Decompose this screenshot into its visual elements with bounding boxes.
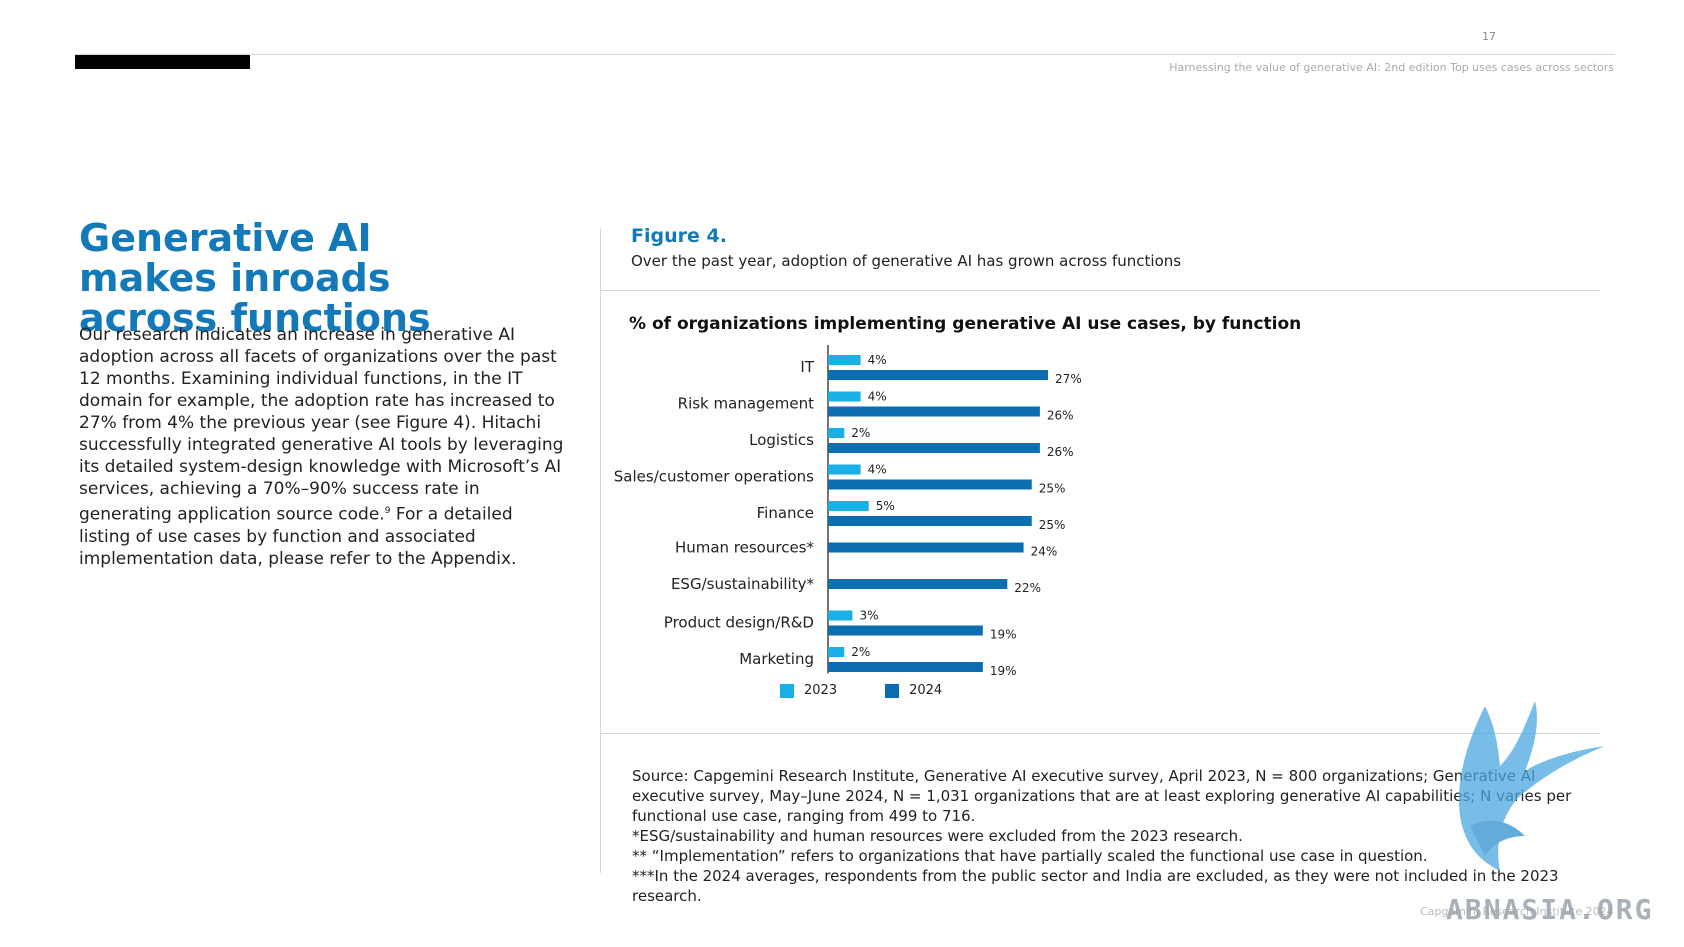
category-label: IT xyxy=(800,358,814,376)
running-title: Harnessing the value of generative AI: 2… xyxy=(1169,61,1614,74)
data-label-2024: 22% xyxy=(1014,581,1041,595)
category-label: Finance xyxy=(757,504,814,522)
header-block xyxy=(75,55,250,69)
data-label-2024: 26% xyxy=(1047,409,1074,423)
body-paragraph: Our research indicates an increase in ge… xyxy=(79,324,569,570)
data-label-2023: 4% xyxy=(868,463,887,477)
data-label-2024: 24% xyxy=(1031,545,1058,559)
bar-2024 xyxy=(828,662,983,672)
chart-legend: 2023 2024 xyxy=(780,683,942,698)
data-label-2023: 5% xyxy=(876,499,895,513)
bar-2024 xyxy=(828,443,1040,453)
category-label: ESG/sustainability* xyxy=(671,575,815,593)
source-note: ***In the 2024 averages, respondents fro… xyxy=(632,867,1559,905)
legend-item-2023: 2023 xyxy=(780,683,837,698)
figure-caption: Over the past year, adoption of generati… xyxy=(631,252,1182,270)
body-text-continued: For a detailed listing of use cases by f… xyxy=(79,504,517,569)
legend-label-2024: 2024 xyxy=(909,683,943,698)
bar-2023 xyxy=(828,647,845,657)
category-label: Risk management xyxy=(678,395,814,413)
watermark-text: ABNASIA.ORG xyxy=(1446,893,1654,926)
bird-logo-icon xyxy=(1459,701,1605,871)
data-label-2024: 19% xyxy=(990,664,1017,678)
section-title: Generative AI makes inroads across funct… xyxy=(79,216,431,340)
bar-2024 xyxy=(828,625,983,636)
source-note: ** “Implementation” refers to organizati… xyxy=(632,847,1428,865)
bar-2024 xyxy=(828,479,1032,490)
body-text: Our research indicates an increase in ge… xyxy=(79,325,564,525)
data-label-2024: 26% xyxy=(1047,445,1074,459)
column-divider xyxy=(600,228,601,873)
data-label-2023: 4% xyxy=(868,390,887,404)
header-rule xyxy=(75,54,1615,55)
source-note: *ESG/sustainability and human resources … xyxy=(632,827,1243,845)
category-label: Human resources* xyxy=(675,539,815,557)
bar-2023 xyxy=(828,501,869,511)
legend-swatch-2024 xyxy=(885,683,900,698)
chart-title: % of organizations implementing generati… xyxy=(629,314,1302,334)
source-notes: Source: Capgemini Research Institute, Ge… xyxy=(632,766,1607,906)
bar-2023 xyxy=(828,610,853,621)
legend-swatch-2023 xyxy=(780,683,794,698)
figure-label: Figure 4. xyxy=(631,225,727,247)
bar-2024 xyxy=(828,579,1008,589)
data-label-2024: 19% xyxy=(990,628,1017,642)
bar-2024 xyxy=(828,516,1032,526)
bar-2023 xyxy=(828,391,861,402)
footer-text: Capgemini Research Institute 2024 xyxy=(1420,905,1614,918)
bar-2024 xyxy=(828,406,1040,417)
data-label-2023: 4% xyxy=(868,353,887,367)
source-note: Source: Capgemini Research Institute, Ge… xyxy=(632,767,1572,825)
bar-2023 xyxy=(828,355,861,365)
figure-top-rule xyxy=(600,290,1600,291)
figure-bottom-rule xyxy=(600,733,1600,734)
data-label-2023: 3% xyxy=(859,609,878,623)
bar-chart: IT 4% 27% Risk management 4% 26% Logistics 2% 26… xyxy=(614,345,1082,678)
footnote-ref: 9 xyxy=(384,506,391,516)
data-label-2023: 2% xyxy=(851,426,870,440)
page-number: 17 xyxy=(1482,30,1496,43)
legend-item-2024: 2024 xyxy=(885,683,942,698)
bar-2023 xyxy=(828,428,845,438)
data-label-2024: 25% xyxy=(1039,482,1066,496)
legend-label-2023: 2023 xyxy=(804,683,838,698)
category-label: Product design/R&D xyxy=(664,614,814,632)
bar-2023 xyxy=(828,464,861,475)
data-label-2024: 25% xyxy=(1039,518,1066,532)
category-label: Marketing xyxy=(739,650,814,668)
data-label-2024: 27% xyxy=(1055,372,1082,386)
category-label: Logistics xyxy=(749,431,814,449)
category-label: Sales/customer operations xyxy=(614,468,814,486)
data-label-2023: 2% xyxy=(851,645,870,659)
bar-2024 xyxy=(828,542,1024,553)
bar-2024 xyxy=(828,370,1049,380)
